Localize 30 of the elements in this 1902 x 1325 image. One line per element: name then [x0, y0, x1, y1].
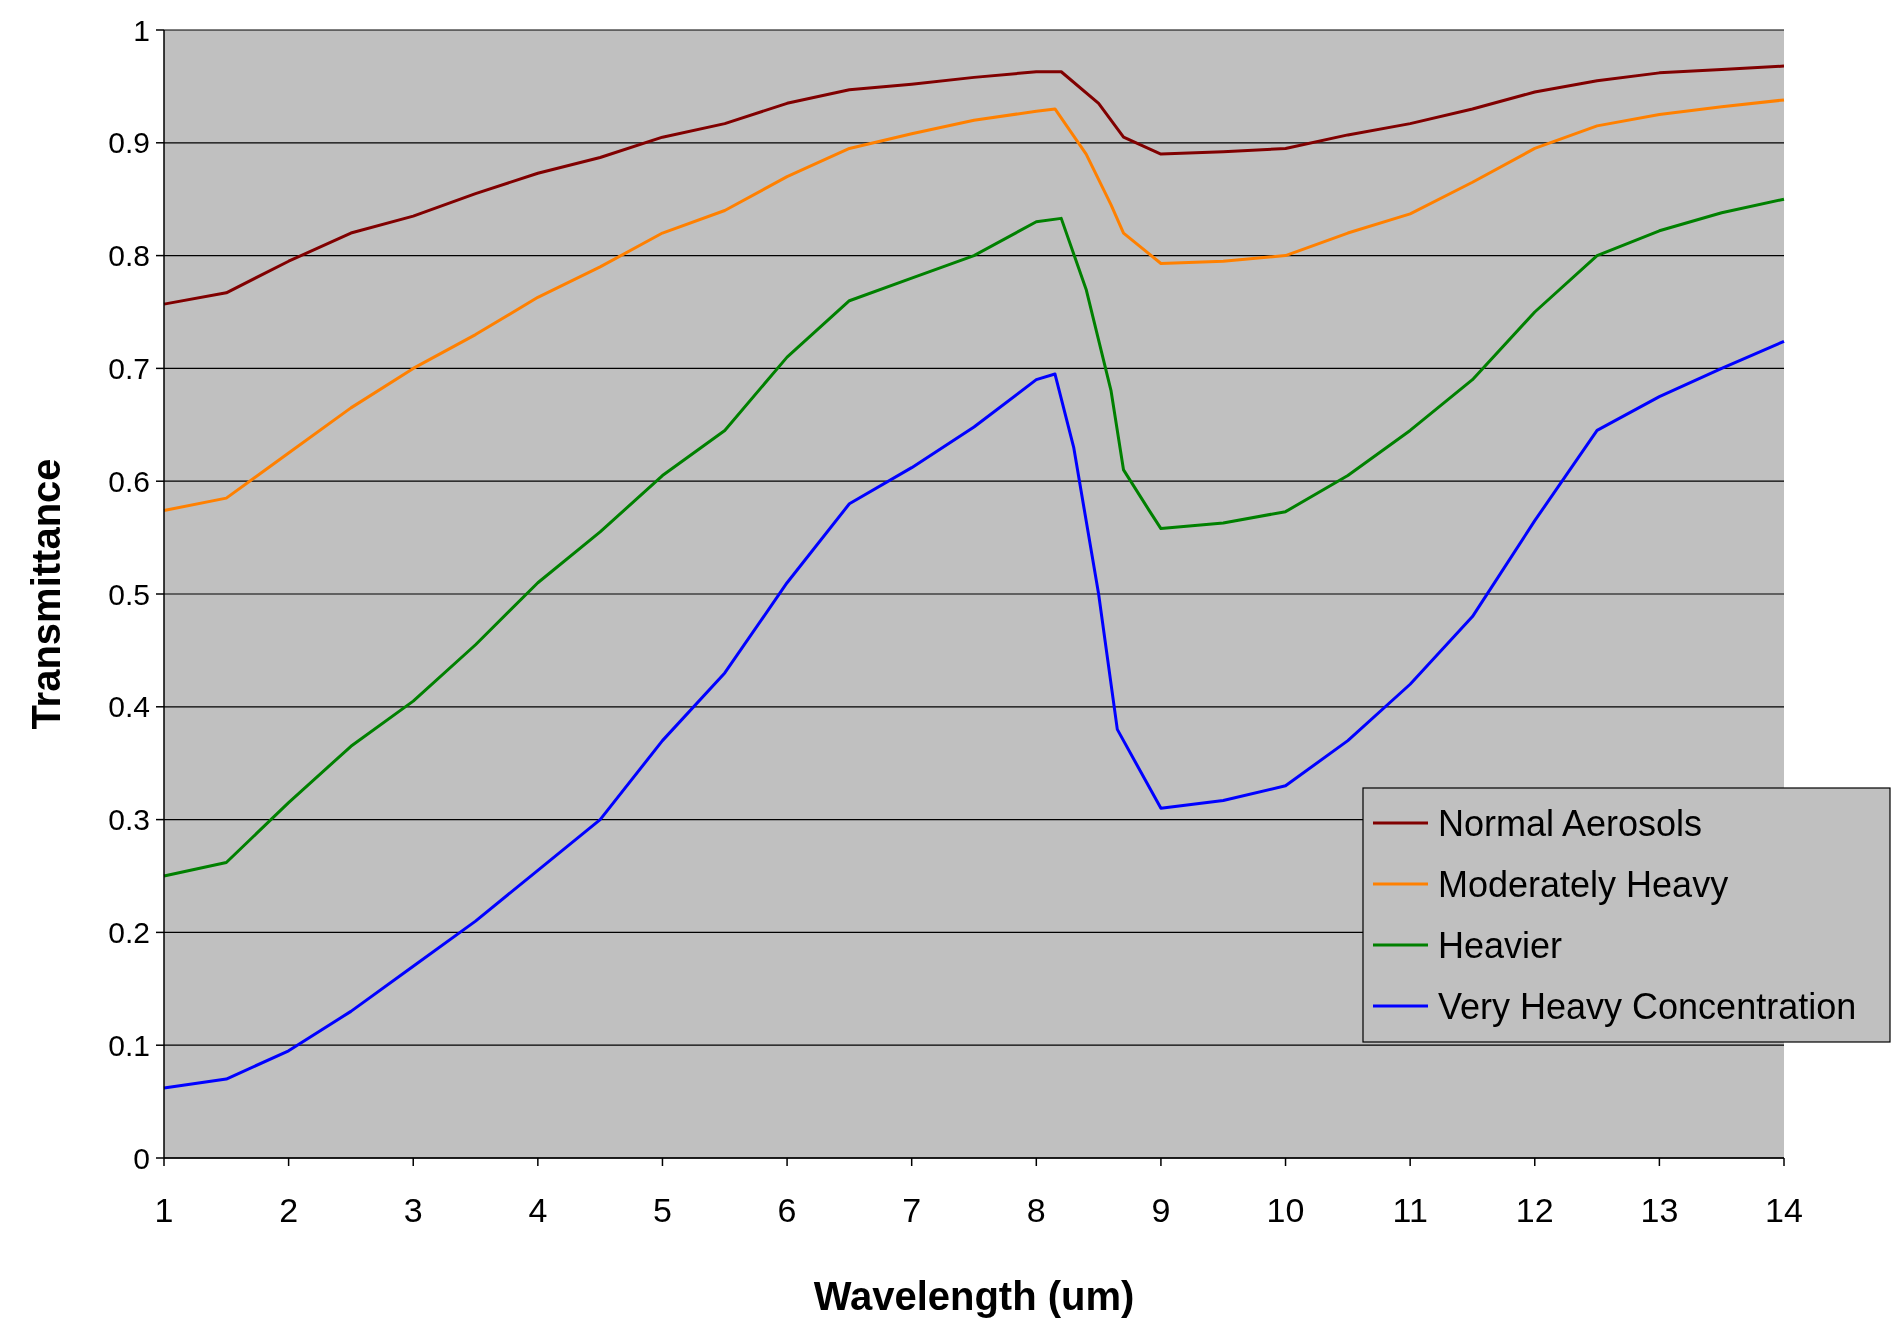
x-tick-label: 10: [1266, 1191, 1305, 1229]
x-tick-label: 11: [1392, 1191, 1428, 1229]
legend-label: Normal Aerosols: [1438, 802, 1703, 844]
x-tick-label: 9: [1151, 1191, 1171, 1229]
legend-label: Moderately Heavy: [1438, 863, 1729, 905]
y-tick-label: 0.6: [108, 464, 150, 498]
x-tick-label: 6: [777, 1191, 797, 1229]
x-tick-label: 5: [653, 1191, 672, 1229]
y-tick-label: 0.5: [108, 577, 150, 611]
x-tick-label: 4: [528, 1191, 548, 1229]
y-tick-label: 0.9: [108, 126, 150, 160]
y-tick-label: 0: [133, 1141, 150, 1175]
x-tick-label: 7: [902, 1191, 922, 1229]
y-tick-label: 0.8: [108, 239, 150, 273]
y-axis-title: Transmittance: [24, 458, 68, 730]
x-tick-label: 14: [1765, 1191, 1803, 1229]
legend-label: Very Heavy Concentration: [1438, 985, 1857, 1027]
x-tick-label: 8: [1026, 1191, 1046, 1229]
x-tick-label: 3: [403, 1191, 423, 1229]
y-tick-label: 1: [133, 13, 150, 47]
x-tick-label: 12: [1515, 1191, 1554, 1229]
y-tick-label: 0.2: [108, 915, 150, 949]
legend-label: Heavier: [1438, 924, 1563, 966]
y-tick-label: 0.4: [108, 690, 150, 724]
x-axis-title: Wavelength (um): [813, 1274, 1135, 1318]
x-tick-label: 2: [279, 1191, 299, 1229]
y-tick-label: 0.3: [108, 803, 150, 837]
y-tick-label: 0.7: [108, 351, 150, 385]
x-tick-label: 13: [1640, 1191, 1679, 1229]
y-tick-label: 0.1: [108, 1028, 150, 1062]
